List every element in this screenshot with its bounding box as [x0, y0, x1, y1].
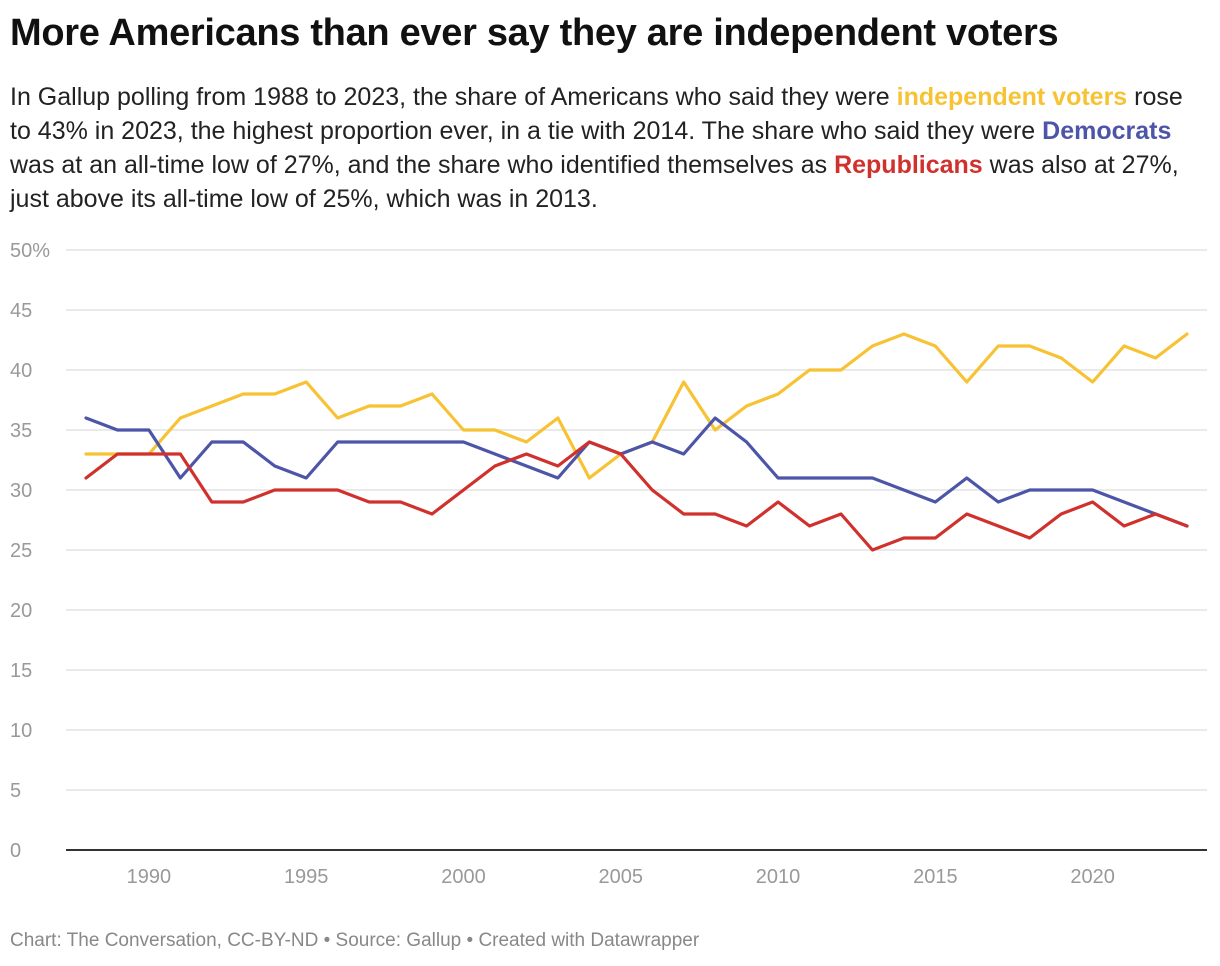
x-tick-label: 2000	[441, 866, 486, 888]
x-tick-label: 2020	[1070, 866, 1115, 888]
y-tick-label: 10	[10, 720, 32, 742]
series-lines	[84, 332, 1189, 552]
subtitle-text: was at an all-time low of 27%, and the s…	[10, 151, 835, 179]
y-tick-label: 30	[10, 480, 32, 502]
gridlines	[66, 249, 1207, 791]
y-tick-label: 15	[10, 660, 32, 682]
chart-title: More Americans than ever say they are in…	[10, 12, 1059, 54]
x-tick-label: 2015	[913, 866, 958, 888]
y-tick-label: 50%	[10, 240, 50, 262]
y-tick-label: 5	[10, 780, 21, 802]
line-chart: 0 5 10 15 20 25 30 35 40 45 50% 1990 1995 2000 2005 20…	[10, 240, 1207, 888]
subtitle-text: was also at 27%, just above its all-time…	[10, 151, 1179, 213]
y-tick-label: 35	[10, 420, 32, 442]
x-tick-label: 1990	[127, 866, 172, 888]
subtitle-text: In Gallup polling from 1988 to 2023, the…	[10, 83, 897, 111]
republicans-line	[84, 440, 1189, 552]
x-axis-tick-labels: 1990 1995 2000 2005 2010 2015 2020	[127, 866, 1115, 888]
x-tick-label: 1995	[284, 866, 329, 888]
republicans-highlight: Republicans	[834, 151, 983, 179]
y-tick-label: 40	[10, 360, 32, 382]
x-tick-label: 2010	[756, 866, 801, 888]
democrats-line	[84, 416, 1189, 528]
democrats-highlight: Democrats	[1042, 117, 1172, 145]
independent-voters-highlight: independent voters	[896, 83, 1128, 111]
independents-line	[84, 332, 1189, 480]
y-tick-label: 45	[10, 300, 32, 322]
y-tick-label: 25	[10, 540, 32, 562]
y-tick-label: 20	[10, 600, 32, 622]
y-axis-tick-labels: 0 5 10 15 20 25 30 35 40 45 50%	[10, 240, 50, 862]
subtitle-text: rose to 43% in 2023, the highest proport…	[10, 83, 1183, 145]
x-tick-label: 2005	[599, 866, 644, 888]
chart-subtitle: In Gallup polling from 1988 to 2023, the…	[10, 80, 1210, 216]
chart-footer: Chart: The Conversation, CC-BY-ND • Sour…	[10, 930, 700, 951]
y-tick-label: 0	[10, 840, 21, 862]
